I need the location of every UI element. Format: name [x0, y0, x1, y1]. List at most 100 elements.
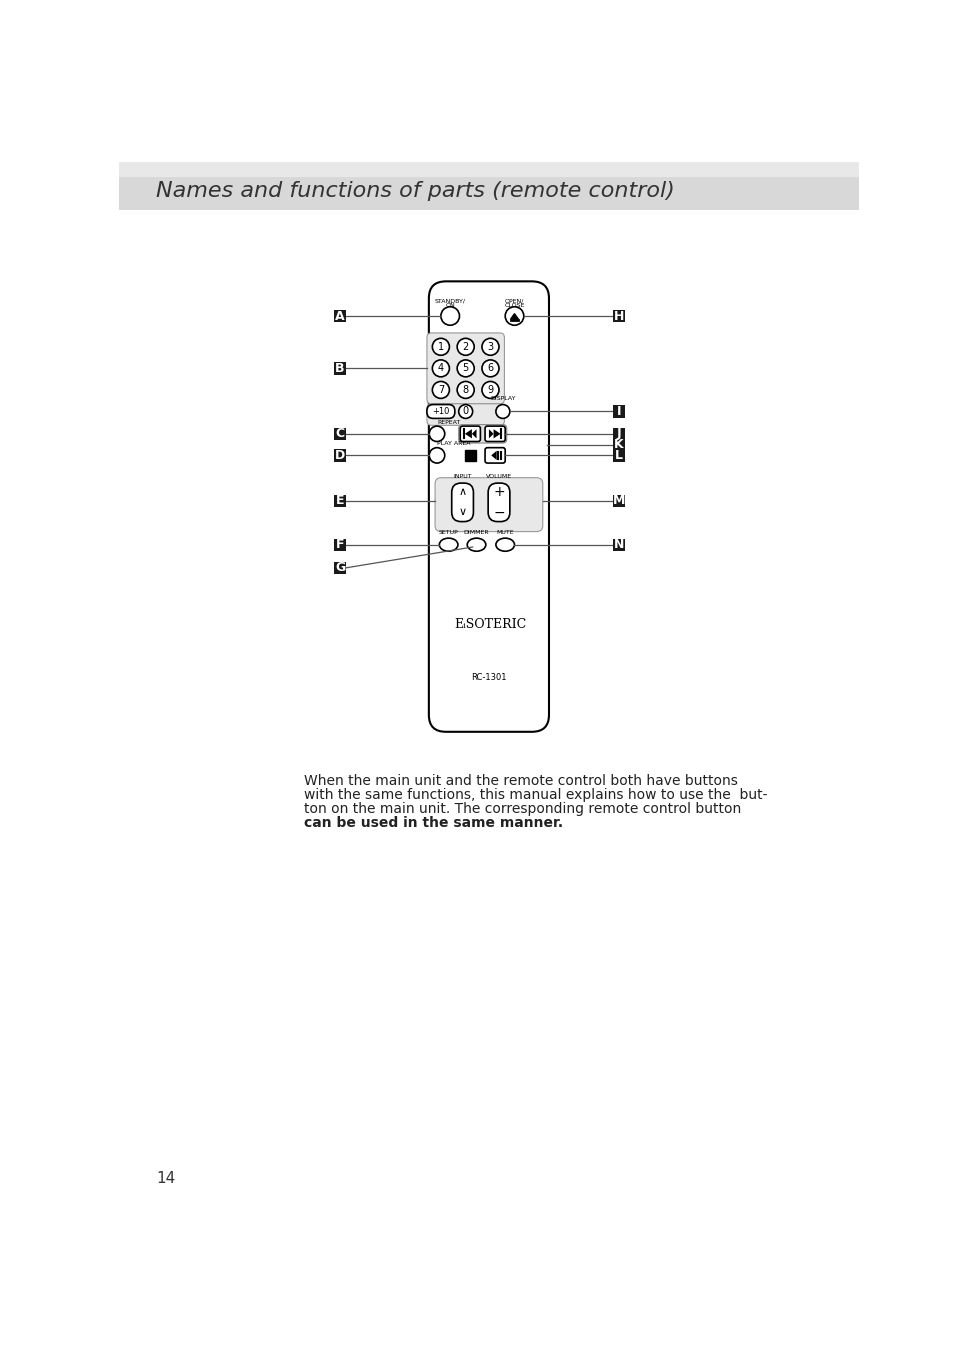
FancyBboxPatch shape: [612, 428, 624, 440]
Circle shape: [432, 360, 449, 377]
Polygon shape: [510, 313, 517, 319]
Ellipse shape: [467, 539, 485, 551]
Text: H: H: [614, 309, 623, 323]
Polygon shape: [493, 429, 500, 439]
FancyBboxPatch shape: [334, 494, 346, 508]
FancyBboxPatch shape: [612, 310, 624, 323]
Bar: [119, 162, 858, 177]
Text: F: F: [335, 539, 344, 551]
Text: 6: 6: [487, 363, 493, 374]
Circle shape: [496, 405, 509, 418]
Text: ∨: ∨: [458, 508, 466, 517]
Polygon shape: [491, 451, 497, 460]
Text: CLOSE: CLOSE: [504, 304, 524, 308]
Circle shape: [458, 405, 472, 418]
Text: DISPLAY: DISPLAY: [490, 396, 515, 401]
FancyBboxPatch shape: [429, 281, 548, 732]
Circle shape: [481, 360, 498, 377]
Text: INPUT: INPUT: [453, 474, 472, 479]
Text: VOLUME: VOLUME: [485, 474, 512, 479]
Text: PLAY AREA: PLAY AREA: [436, 441, 470, 446]
Text: 9: 9: [487, 385, 493, 396]
FancyBboxPatch shape: [427, 405, 455, 418]
Text: 14: 14: [156, 1170, 175, 1185]
FancyBboxPatch shape: [458, 424, 506, 443]
Text: STANDBY/: STANDBY/: [435, 298, 465, 304]
Text: 0: 0: [462, 406, 468, 417]
Ellipse shape: [439, 539, 457, 551]
FancyBboxPatch shape: [612, 450, 624, 462]
Text: I: I: [617, 405, 620, 418]
FancyBboxPatch shape: [334, 562, 346, 574]
Ellipse shape: [496, 539, 514, 551]
Text: +10: +10: [432, 406, 449, 416]
FancyBboxPatch shape: [427, 404, 504, 425]
Text: ton on the main unit. The corresponding remote control button: ton on the main unit. The corresponding …: [303, 802, 740, 815]
FancyBboxPatch shape: [334, 450, 346, 462]
Circle shape: [432, 382, 449, 398]
Text: K: K: [614, 439, 623, 451]
Text: When the main unit and the remote control both have buttons: When the main unit and the remote contro…: [303, 774, 737, 788]
Text: 1: 1: [437, 342, 443, 352]
Text: 4: 4: [437, 363, 443, 374]
Bar: [119, 162, 858, 209]
Text: SETUP: SETUP: [438, 531, 458, 536]
Circle shape: [481, 339, 498, 355]
FancyBboxPatch shape: [612, 494, 624, 508]
Text: REPEAT: REPEAT: [436, 420, 459, 424]
Text: ON: ON: [445, 304, 455, 308]
Text: 2: 2: [462, 342, 468, 352]
Text: C: C: [335, 428, 344, 440]
Circle shape: [481, 382, 498, 398]
Text: J: J: [617, 428, 620, 440]
Circle shape: [505, 306, 523, 325]
Text: 5: 5: [462, 363, 468, 374]
Text: −: −: [493, 505, 504, 520]
FancyBboxPatch shape: [484, 427, 505, 441]
Text: D: D: [335, 448, 345, 462]
Circle shape: [456, 339, 474, 355]
Text: with the same functions, this manual explains how to use the  but-: with the same functions, this manual exp…: [303, 788, 766, 802]
FancyBboxPatch shape: [488, 483, 509, 521]
Text: DIMMER: DIMMER: [463, 531, 489, 536]
Text: can be used in the same manner.: can be used in the same manner.: [303, 815, 562, 830]
FancyBboxPatch shape: [459, 427, 480, 441]
Circle shape: [429, 427, 444, 441]
FancyBboxPatch shape: [484, 448, 505, 463]
Text: B: B: [335, 362, 345, 375]
Text: N: N: [614, 539, 623, 551]
Text: 3: 3: [487, 342, 493, 352]
Bar: [464, 450, 476, 460]
Text: E: E: [335, 494, 344, 508]
Text: 7: 7: [437, 385, 443, 396]
FancyBboxPatch shape: [334, 310, 346, 323]
FancyBboxPatch shape: [612, 539, 624, 551]
Text: RC-1301: RC-1301: [471, 674, 506, 682]
FancyBboxPatch shape: [334, 428, 346, 440]
Text: Names and functions of parts (remote control): Names and functions of parts (remote con…: [156, 181, 675, 201]
Text: EᵢSOTERIC: EᵢSOTERIC: [454, 617, 526, 630]
Text: OPEN/: OPEN/: [504, 298, 523, 304]
Polygon shape: [488, 429, 493, 439]
Circle shape: [456, 360, 474, 377]
Text: L: L: [615, 448, 622, 462]
FancyBboxPatch shape: [334, 362, 346, 374]
Circle shape: [432, 339, 449, 355]
FancyBboxPatch shape: [452, 483, 473, 521]
Text: A: A: [335, 309, 345, 323]
FancyBboxPatch shape: [612, 439, 624, 451]
FancyBboxPatch shape: [427, 333, 504, 404]
Circle shape: [456, 382, 474, 398]
Text: G: G: [335, 562, 345, 574]
FancyBboxPatch shape: [612, 405, 624, 417]
Text: MUTE: MUTE: [496, 531, 514, 536]
Text: 8: 8: [462, 385, 468, 396]
FancyBboxPatch shape: [334, 539, 346, 551]
Text: M: M: [612, 494, 624, 508]
Circle shape: [440, 306, 459, 325]
Polygon shape: [472, 429, 476, 439]
Text: ∧: ∧: [458, 487, 466, 497]
Text: +: +: [493, 486, 504, 500]
Circle shape: [429, 448, 444, 463]
Polygon shape: [464, 429, 472, 439]
